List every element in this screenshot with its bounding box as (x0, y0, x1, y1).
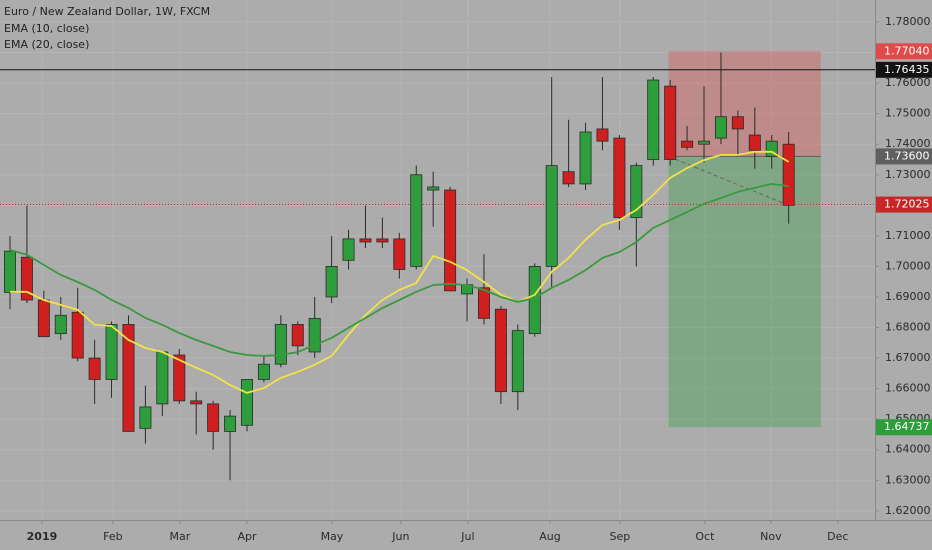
candle-body (562, 171, 575, 185)
candle-body (393, 238, 406, 270)
price-badge-label: 1.76435 (884, 63, 930, 76)
candle-body (207, 403, 220, 432)
candle-body (4, 250, 16, 293)
candle-body (782, 143, 795, 206)
candle-body (748, 134, 761, 151)
price-badge-label: 1.77040 (884, 44, 930, 57)
y-tick-label: 1.73000 (885, 168, 931, 181)
position-tool (668, 51, 821, 428)
candle-body (342, 238, 355, 261)
candle-body (681, 140, 694, 148)
candle-body (494, 308, 507, 393)
candle-body (410, 174, 423, 267)
x-tick-label: Apr (237, 530, 257, 543)
candle-body (731, 116, 744, 130)
candle-body (698, 140, 711, 145)
x-tick-label: 2019 (27, 530, 58, 543)
candle-body (714, 116, 727, 139)
candle-body (37, 299, 50, 338)
y-tick-label: 1.69000 (885, 290, 931, 303)
candle-body (528, 266, 541, 335)
price-badge (876, 419, 932, 436)
y-tick-label: 1.67000 (885, 351, 931, 364)
candle-body (477, 287, 490, 319)
y-tick-label: 1.78000 (885, 15, 931, 28)
plot (0, 52, 875, 481)
candle-body (359, 238, 372, 243)
y-tick-label: 1.76000 (885, 76, 931, 89)
x-tick-label: Jun (391, 530, 409, 543)
candle-body (511, 330, 524, 393)
candle-body (240, 379, 253, 426)
candle-body (325, 266, 338, 298)
legend-entry: EMA (10, close) (4, 22, 89, 35)
candle-body (664, 85, 677, 160)
price-badge (876, 148, 932, 165)
y-tick-label: 1.68000 (885, 321, 931, 334)
price-badge (876, 196, 932, 213)
target-zone (668, 156, 821, 428)
candle-body (20, 256, 33, 301)
y-tick-label: 1.66000 (885, 382, 931, 395)
candle-body (579, 131, 592, 185)
y-tick-label: 1.64000 (885, 443, 931, 456)
candle-body (257, 363, 270, 380)
x-tick-label: Sep (610, 530, 631, 543)
candle-body (630, 165, 643, 218)
candle-body (613, 137, 626, 218)
y-tick-label: 1.71000 (885, 229, 931, 242)
x-tick-label: Nov (760, 530, 782, 543)
x-tick-label: Dec (827, 530, 848, 543)
candle-body (71, 311, 84, 359)
candle-body (139, 406, 152, 429)
candle-body (291, 324, 304, 347)
candle-body (224, 415, 237, 432)
chart-title: Euro / New Zealand Dollar, 1W, FXCM (4, 5, 210, 18)
candle-body (156, 351, 169, 405)
y-tick-label: 1.70000 (885, 259, 931, 272)
price-badge-label: 1.72025 (884, 198, 930, 211)
y-tick-label: 1.75000 (885, 107, 931, 120)
x-tick-label: Oct (695, 530, 715, 543)
candle-body (545, 165, 558, 267)
ema-line (9, 182, 789, 357)
candle-body (444, 189, 457, 292)
x-tick-label: Feb (103, 530, 122, 543)
stop-zone (668, 51, 821, 157)
candle-body (54, 314, 67, 335)
candle-body (765, 140, 778, 157)
price-badge (876, 61, 932, 78)
candle-body (105, 324, 118, 380)
axes: 1.620001.630001.640001.650001.660001.670… (27, 15, 932, 543)
x-tick-label: Jul (460, 530, 474, 543)
price-badge (876, 43, 932, 60)
ema-line (10, 150, 790, 394)
x-tick-label: Aug (539, 530, 560, 543)
x-tick-label: May (321, 530, 344, 543)
legend-entry: EMA (20, close) (4, 38, 89, 51)
candle-body (190, 400, 203, 405)
candle-body (274, 324, 287, 365)
y-tick-label: 1.63000 (885, 473, 931, 486)
candle-body (173, 354, 186, 402)
candle-body (122, 324, 135, 432)
y-tick-label: 1.62000 (885, 504, 931, 517)
candle-body (308, 317, 321, 353)
price-badge-label: 1.64737 (884, 420, 930, 433)
legend: Euro / New Zealand Dollar, 1W, FXCM EMA … (4, 5, 210, 51)
x-tick-label: Mar (170, 530, 191, 543)
candle-body (647, 79, 660, 160)
candle-body (596, 128, 609, 142)
candle-body (427, 186, 440, 191)
price-badge-label: 1.73600 (884, 149, 930, 162)
pnl-line (668, 155, 789, 206)
candle-body (88, 357, 101, 380)
y-tick-label: 1.74000 (885, 137, 931, 150)
candle-body (376, 238, 389, 243)
